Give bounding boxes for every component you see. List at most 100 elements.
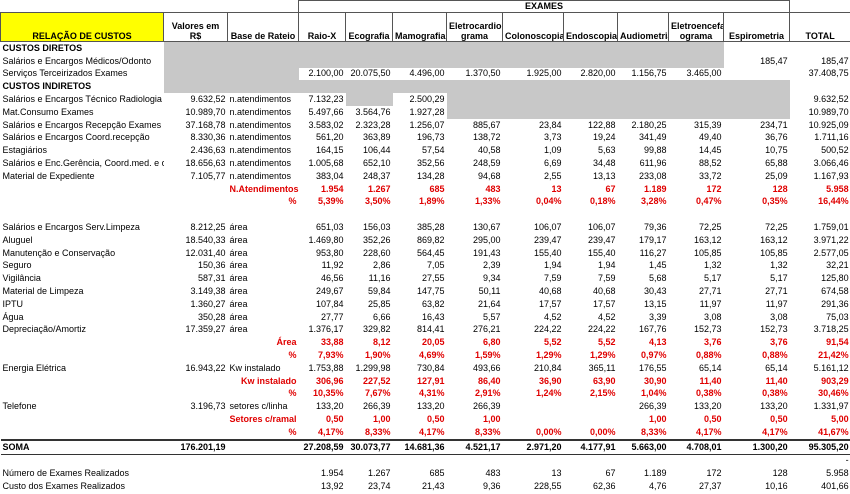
- table-row: Área 33,88 8,12 20,05 6,80 5,52 5,52 4,13 3,76 3,…: [1, 336, 850, 349]
- cell: 13,15: [643, 298, 667, 309]
- cell: [668, 41, 724, 55]
- spacer: [1, 1, 299, 13]
- cell: [502, 80, 564, 94]
- cell: 37.168,78: [185, 119, 226, 130]
- spacer: [790, 1, 850, 13]
- cell: [563, 41, 618, 55]
- cell: 33,72: [698, 170, 722, 181]
- cell: área: [229, 273, 248, 284]
- row-label: Energia Elétrica: [2, 362, 67, 373]
- cell: 3,73: [543, 132, 562, 143]
- cell: 1.167,93: [813, 170, 849, 181]
- cell: 167,76: [638, 324, 667, 335]
- cell: n.atendimentos: [229, 170, 292, 181]
- cell: [164, 349, 228, 362]
- row-label: [1, 388, 164, 401]
- cell: 903,29: [821, 375, 849, 386]
- cell: 3,08: [770, 311, 788, 322]
- cell: 306,96: [315, 375, 344, 386]
- cell: 315,39: [693, 119, 722, 130]
- cell: 869,82: [416, 234, 445, 245]
- cell: [227, 80, 299, 94]
- cell: 2,39: [482, 260, 501, 271]
- cell: 25,09: [765, 170, 788, 181]
- cell: [564, 400, 618, 413]
- cell: 1,32: [770, 260, 788, 271]
- cell: área: [229, 234, 248, 245]
- table-row: % 10,35% 7,67% 4,31% 2,91% 1,24% 2,15% 1,04% 0,3…: [1, 388, 850, 401]
- cell: [346, 208, 393, 221]
- cell: 156,03: [362, 222, 391, 233]
- cell: n.atendimentos: [229, 106, 292, 117]
- cell: 2.577,05: [813, 247, 849, 258]
- cell: [564, 208, 618, 221]
- row-label: Salários e Encargos Serv.Limpeza: [2, 222, 140, 233]
- table-row: -: [1, 454, 850, 467]
- cell: 5,00: [831, 414, 849, 424]
- cell: [503, 400, 564, 413]
- cell: 185,47: [821, 55, 849, 66]
- row-label: SOMA: [0, 438, 164, 455]
- cell: 133,20: [416, 401, 445, 412]
- cell: 1,89%: [418, 196, 445, 207]
- cell: [723, 80, 790, 94]
- cell: [502, 54, 564, 68]
- cell: [563, 105, 618, 119]
- cell: 150,36: [197, 260, 226, 271]
- cell: 2,86: [372, 260, 391, 271]
- cell: 33,88: [320, 337, 344, 348]
- cell: 500,52: [821, 145, 849, 156]
- row-label: [1, 426, 164, 440]
- cell: 1.370,50: [465, 68, 501, 79]
- cell: 134,28: [416, 170, 445, 181]
- cell: [298, 41, 346, 55]
- cell: n.atendimentos: [229, 94, 292, 105]
- cell: [446, 80, 503, 94]
- cell: 17.359,27: [185, 324, 226, 335]
- cell: [790, 208, 850, 221]
- cell: [502, 105, 564, 119]
- cell: 1.256,07: [409, 119, 445, 130]
- table-row: Material de Expediente 7.105,77 n.atendime…: [1, 170, 850, 183]
- cell: 152,73: [760, 324, 788, 335]
- cell: 0,88%: [762, 350, 788, 361]
- table-row: Salários e Encargos Coord.recepção 8.330,…: [1, 132, 850, 145]
- cell: 295,00: [472, 234, 501, 245]
- cell: 228,60: [362, 247, 391, 258]
- cell: 21,64: [477, 298, 501, 309]
- cell: [392, 41, 447, 55]
- table-row: Aluguel 18.540,33 área 1.469,80 352,26 869,82…: [1, 234, 850, 247]
- cell: [447, 454, 503, 467]
- cell: 4.521,17: [446, 438, 503, 455]
- cell: 172: [706, 468, 722, 479]
- cell: 41,67%: [818, 426, 849, 437]
- cell: 1,94: [597, 260, 616, 271]
- cell: 266,39: [638, 401, 667, 412]
- cell: 365,11: [588, 362, 616, 373]
- table-row: [1, 208, 850, 221]
- cell: 36,90: [538, 375, 562, 386]
- cell: 0,35%: [762, 196, 788, 207]
- cell: 40,68: [538, 286, 562, 297]
- cell: 2.971,20: [502, 438, 564, 455]
- cell: 4,17%: [762, 426, 788, 437]
- cell: 493,66: [472, 362, 501, 373]
- cell: 2.323,28: [355, 119, 391, 130]
- cell: [618, 454, 669, 467]
- cell: 1.005,68: [308, 158, 344, 169]
- cell: 1.360,27: [190, 298, 226, 309]
- cell: 1.753,88: [308, 362, 344, 373]
- row-label: CUSTOS DIRETOS: [2, 42, 83, 53]
- cell: 27,55: [421, 273, 445, 284]
- table-body: CUSTOS DIRETOS Salários e Encargos Médico…: [0, 41, 850, 493]
- cell: 12.031,40: [185, 247, 226, 258]
- cell: [669, 208, 724, 221]
- table-row: Vigilância 587,31 área 46,56 11,16 27,55 9,34 7…: [1, 272, 850, 285]
- cell: 88,52: [698, 158, 722, 169]
- table-row: Material de Limpeza 3.149,38 área 249,67 59,…: [1, 285, 850, 298]
- cell: Área: [276, 337, 297, 348]
- cell: 5,39%: [317, 196, 344, 207]
- table-row: Depreciação/Amortiz 17.359,27 área 1.376,17…: [1, 324, 850, 337]
- row-label: Estagiários: [2, 145, 48, 156]
